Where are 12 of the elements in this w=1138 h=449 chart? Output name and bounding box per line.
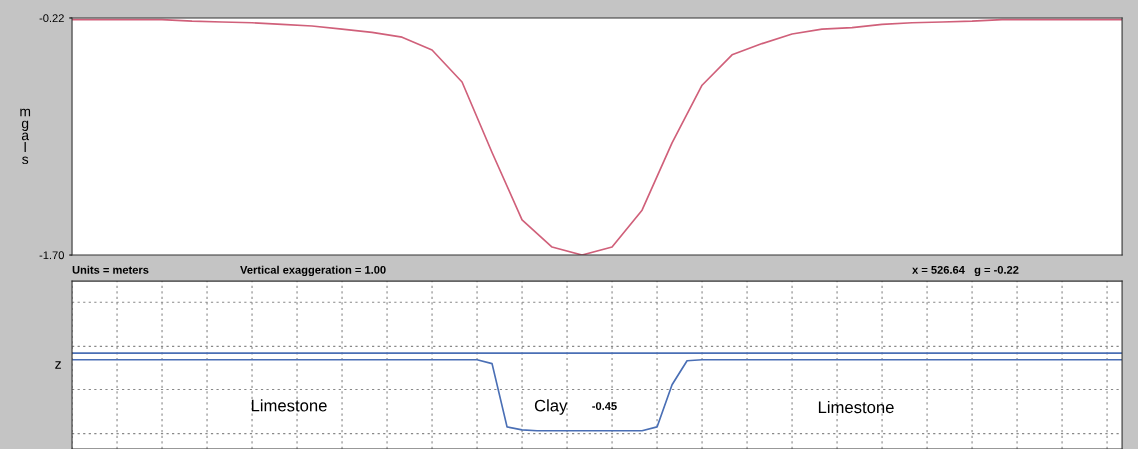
y-tick-label: -0.22 <box>39 14 64 23</box>
line-series <box>72 18 1123 256</box>
text: x = 526.64 g = -0.22 <box>912 265 1019 277</box>
y-axis-title: mgals <box>20 108 31 165</box>
annotation: Clay <box>534 399 568 415</box>
y-axis-title: z <box>55 361 61 369</box>
y-tick-label: -1.70 <box>39 251 64 260</box>
text: Vertical exaggeration = 1.00 <box>240 265 386 277</box>
annotation: Limestone <box>251 399 327 412</box>
annotation: Limestone <box>818 400 894 414</box>
text: Units = meters <box>72 265 149 274</box>
annotation: -0.45 <box>592 402 617 410</box>
